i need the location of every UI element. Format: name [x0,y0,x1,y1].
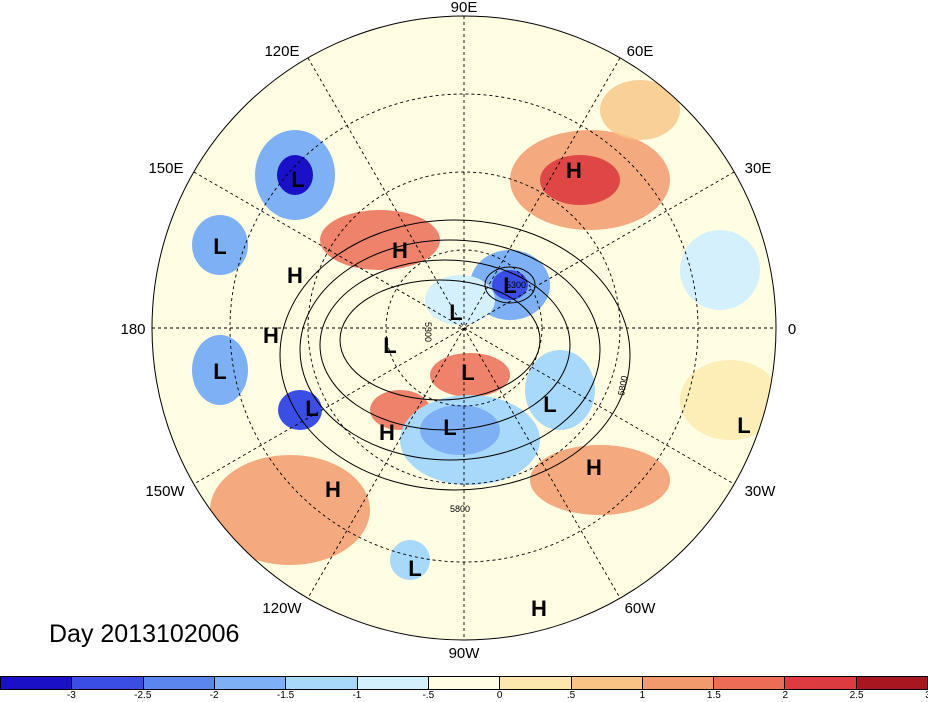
colorbar-tick-label: 1 [639,690,646,701]
colorbar-tick-label: 2.5 [849,690,864,701]
lon-label-30e: 30E [745,160,772,177]
pressure-center-marker: H [379,420,395,445]
colorbar-swatch [571,677,643,689]
pressure-center-marker: L [305,396,318,421]
colorbar-swatch [286,677,358,689]
lon-label-120e: 120E [264,43,299,60]
colorbar-tick-label: -2 [209,690,219,701]
colorbar-tick-label: 3 [925,690,928,701]
lon-label-60w: 60W [625,600,657,617]
colorbar-swatch [143,677,215,689]
colorbar-tick-label: .5 [566,690,576,701]
date-label: Day 2013102006 [49,620,240,648]
colorbar-swatch [856,677,928,689]
pressure-center-marker: H [566,158,582,183]
contour-label: 5800 [616,375,629,396]
colorbar-swatch [214,677,287,689]
pressure-centers: L L H H L H H L L L L L L L H H L H L H [213,158,750,621]
colorbar-tick-label: -.5 [422,690,435,701]
colorbar-ticks: -3 -2.5 -2 -1.5 -1 -.5 0 .5 1 1.5 2 2.5 3 [0,690,928,702]
lon-label-0: 0 [788,321,796,338]
colorbar-tick-label: -2.5 [134,690,152,701]
colorbar [0,676,928,690]
lon-label-150w: 150W [145,483,185,500]
lon-label-180: 180 [120,321,145,338]
pressure-center-marker: L [543,392,556,417]
contour-label: 5300 [506,280,526,290]
pressure-center-marker: L [408,556,421,581]
lon-label-60e: 60E [627,43,654,60]
pressure-center-marker: L [449,300,462,325]
pressure-center-marker: L [461,360,474,385]
colorbar-swatch [357,677,429,689]
colorbar-tick-label: 1.5 [706,690,721,701]
colorbar-tick-label: 0 [496,690,503,701]
lon-label-90w: 90W [449,645,481,662]
pressure-center-marker: H [325,477,341,502]
longitude-labels: 90E 60E 30E 0 30W 60W 90W 120W 150W 180 … [120,0,796,662]
contour-label: 5800 [450,504,470,514]
height-contours [279,219,631,491]
colorbar-swatch [72,677,144,689]
pressure-center-marker: L [503,273,516,298]
contour-label: 5300 [423,322,433,342]
colorbar-tick-label: 2 [782,690,788,701]
colorbar-swatch [1,677,73,689]
graticule [152,16,776,640]
pressure-center-marker: L [383,333,396,358]
pressure-center-marker: H [287,263,303,288]
pressure-center-marker: H [263,323,279,348]
pressure-center-marker: L [213,359,226,384]
map-border [151,15,777,641]
lon-label-150e: 150E [148,160,183,177]
pressure-center-marker: L [443,415,456,440]
colorbar-tick-label: -1.5 [276,690,295,701]
pressure-center-marker: L [213,234,226,259]
colorbar-swatch [428,677,501,689]
colorbar-swatch [500,677,572,689]
pressure-center-marker: H [586,455,602,480]
lon-label-90e: 90E [451,0,478,16]
colorbar-tick-label: -3 [66,690,76,701]
pressure-center-marker: H [531,596,547,621]
colorbar-swatch [714,677,786,689]
pressure-center-marker: L [291,167,304,192]
colorbar-swatch [642,677,715,689]
pressure-center-marker: H [392,238,408,263]
colorbar-swatch [785,677,857,689]
lon-label-120w: 120W [262,600,302,617]
pressure-center-marker: L [737,413,750,438]
colorbar-tick-label: -1 [352,690,362,701]
lon-label-30w: 30W [745,483,777,500]
contour-labels: 5300 5800 5800 5300 [423,280,629,514]
